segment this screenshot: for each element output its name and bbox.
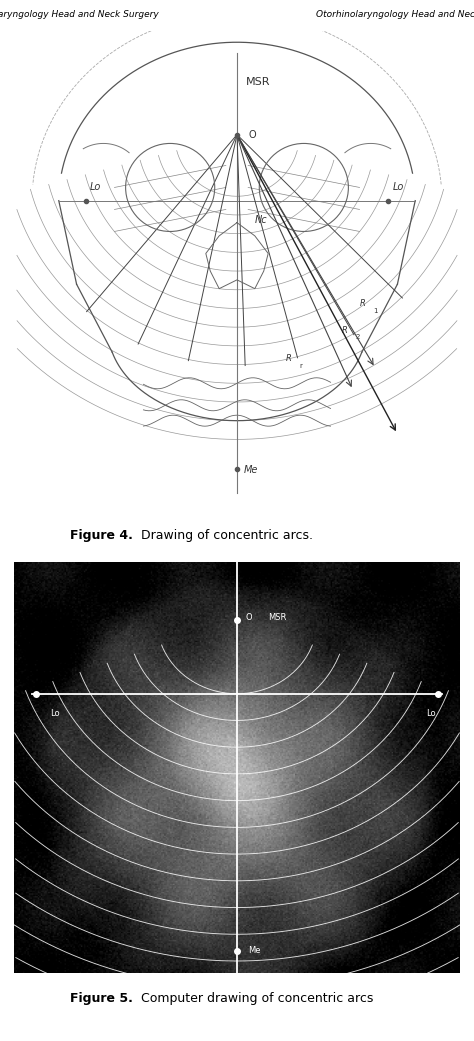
Text: Me: Me <box>244 465 258 476</box>
Text: Lo: Lo <box>90 181 101 192</box>
Text: Lo: Lo <box>426 709 436 718</box>
Text: O: O <box>246 613 253 623</box>
Text: MSR: MSR <box>268 613 287 623</box>
Text: MSR: MSR <box>246 77 270 86</box>
Text: Me: Me <box>248 946 261 956</box>
Text: R: R <box>359 299 365 308</box>
Text: 2: 2 <box>355 334 359 340</box>
Text: Figure 4.: Figure 4. <box>70 529 133 541</box>
Text: Drawing of concentric arcs.: Drawing of concentric arcs. <box>137 529 313 541</box>
Text: Otorhinolaryngology Head and Neck Surgery: Otorhinolaryngology Head and Neck Surger… <box>316 10 474 19</box>
Text: Computer drawing of concentric arcs: Computer drawing of concentric arcs <box>137 992 374 1005</box>
Text: 1: 1 <box>373 308 377 314</box>
Text: R: R <box>286 354 292 363</box>
Text: Nc: Nc <box>255 214 267 225</box>
Text: Figure 5.: Figure 5. <box>70 992 133 1005</box>
Text: Otorhinolaryngology Head and Neck Surgery: Otorhinolaryngology Head and Neck Surger… <box>0 10 158 19</box>
Text: R: R <box>342 326 347 334</box>
Text: r: r <box>300 363 302 369</box>
Text: Lo: Lo <box>50 709 60 718</box>
Text: O: O <box>248 130 256 139</box>
Text: Lo: Lo <box>393 181 404 192</box>
